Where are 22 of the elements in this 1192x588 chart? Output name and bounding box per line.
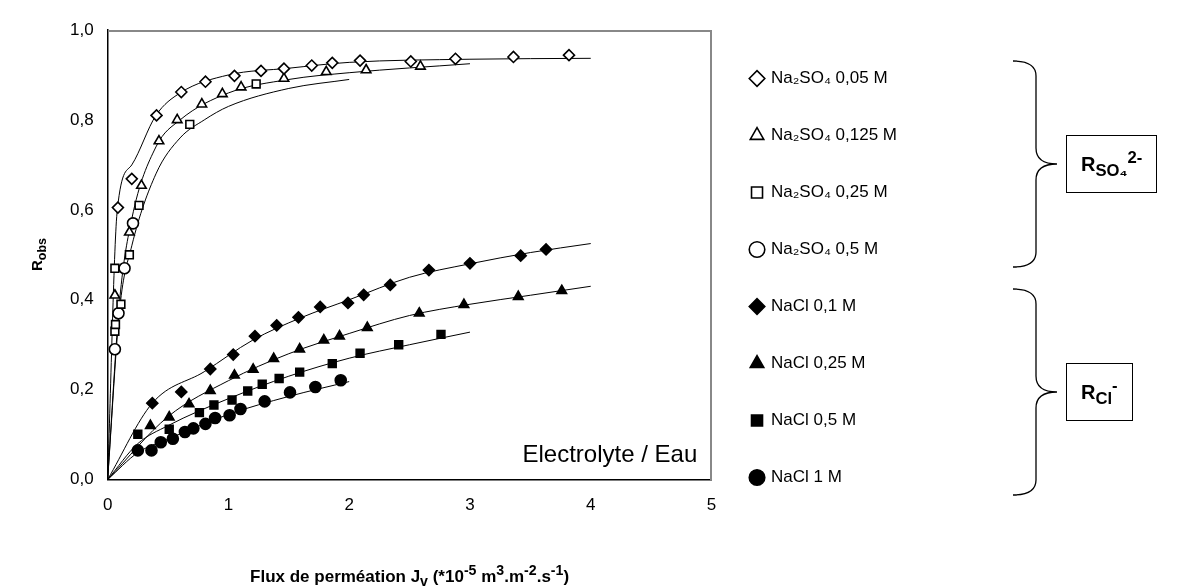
x-tick-label: 2 bbox=[344, 495, 354, 515]
y-tick-label: 0,4 bbox=[69, 289, 94, 309]
legend-label: NaCl 1 M bbox=[771, 467, 842, 487]
x-tick-label: 1 bbox=[223, 495, 234, 515]
y-tick-label: 0,8 bbox=[69, 109, 94, 129]
text: Flux de perméation J$_{v}$ (*10$^{-5}$ m$^{3}$.m$^{-2}$.s$^{-1}$) bbox=[250, 561, 570, 588]
legend-label: NaCl 0,5 M bbox=[771, 410, 857, 430]
x-tick-label: 4 bbox=[586, 495, 596, 515]
y-tick-label: 0,2 bbox=[69, 379, 94, 399]
x-tick-label: 0 bbox=[102, 495, 113, 515]
legend-label: NaCl 0,25 M bbox=[771, 353, 866, 373]
legend-label: Na₂SO₄ 0,25 M bbox=[771, 182, 888, 202]
legend-label: Na₂SO₄ 0,5 M bbox=[771, 239, 879, 259]
x-tick-label: 5 bbox=[706, 495, 717, 515]
y-tick-label: 0,0 bbox=[69, 469, 94, 489]
legend-label: Na₂SO₄ 0,05 M bbox=[771, 68, 888, 88]
annotation: Electrolyte / Eau bbox=[522, 439, 698, 468]
legend-label: Na₂SO₄ 0,125 M bbox=[771, 125, 897, 145]
x-tick-label: 3 bbox=[465, 495, 475, 515]
legend-label: NaCl 0,1 M bbox=[771, 296, 857, 316]
y-tick-label: 0,6 bbox=[69, 199, 94, 219]
y-tick-label: 1,0 bbox=[69, 19, 94, 39]
